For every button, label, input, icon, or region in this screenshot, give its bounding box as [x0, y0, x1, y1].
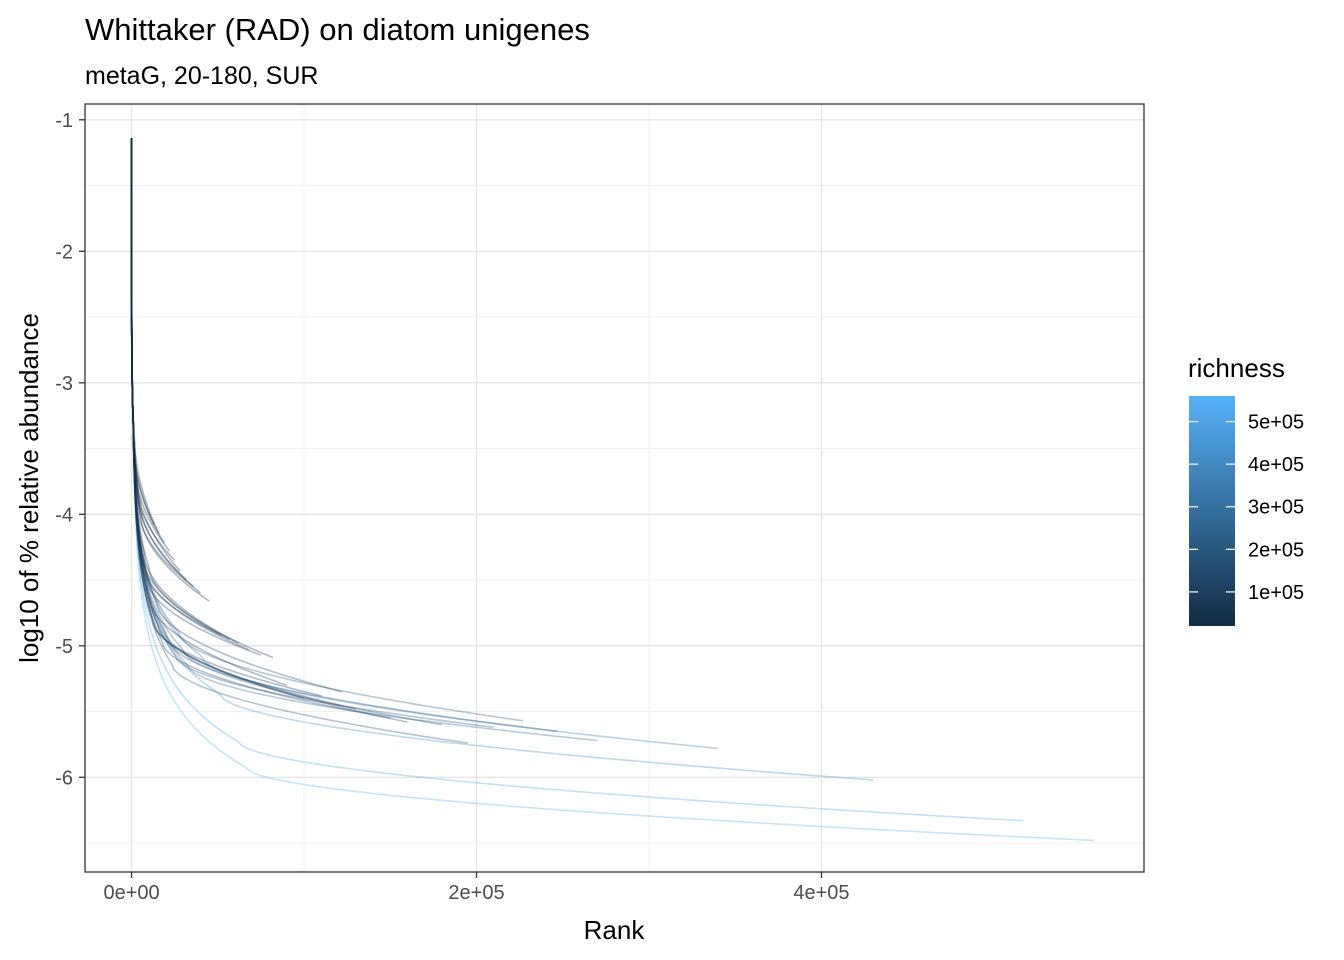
legend-tick-label: 4e+05	[1248, 454, 1304, 476]
axes: 0e+00 2e+05 4e+05 -1 -2 -3 -4 -5 -6	[55, 110, 849, 904]
series-line	[130, 142, 469, 744]
series-line	[130, 139, 343, 693]
series-line	[130, 138, 155, 526]
series-line	[130, 138, 305, 700]
legend-title: richness	[1188, 353, 1285, 383]
y-tick-label: -6	[55, 767, 73, 789]
series-line	[130, 139, 356, 710]
x-tick-label: 4e+05	[793, 882, 849, 904]
plot-panel	[85, 104, 1144, 872]
legend-tick-label: 5e+05	[1248, 412, 1304, 434]
plot-border	[84, 103, 1145, 873]
legend-colorbar	[1189, 396, 1235, 626]
series-line	[130, 138, 239, 644]
series-line	[130, 138, 176, 561]
y-tick-label: -2	[55, 241, 73, 263]
series-line	[130, 138, 250, 651]
series-line	[130, 156, 1024, 822]
series-line	[130, 138, 165, 544]
series-line	[130, 138, 274, 659]
color-legend: richness 1e+05 2e+05 3e+05 4e+05 5e+05	[1188, 353, 1304, 626]
series-line	[130, 146, 598, 742]
x-tick-label: 2e+05	[448, 882, 504, 904]
y-axis-title: log10 of % relative abundance	[14, 313, 44, 663]
series-line	[130, 148, 719, 750]
series-line	[130, 138, 210, 602]
chart-title: Whittaker (RAD) on diatom unigenes	[85, 12, 590, 47]
y-tick-label: -3	[55, 373, 73, 395]
series-line	[130, 159, 1095, 842]
series-line	[130, 152, 874, 781]
series-line	[130, 138, 231, 640]
series-line	[130, 138, 262, 656]
y-tick-label: -4	[55, 504, 73, 526]
legend-tick-label: 2e+05	[1248, 539, 1304, 561]
series-line	[130, 143, 524, 722]
series-line	[130, 138, 171, 552]
series-line	[130, 138, 160, 535]
x-axis-title: Rank	[584, 915, 646, 945]
series-lines	[130, 138, 1095, 842]
series-line	[130, 139, 391, 719]
legend-tick-label: 1e+05	[1248, 582, 1304, 604]
series-line	[130, 138, 195, 588]
series-line	[130, 140, 443, 726]
x-tick-label: 0e+00	[103, 882, 159, 904]
series-line	[130, 138, 181, 572]
series-line	[130, 138, 288, 687]
series-line	[130, 138, 188, 581]
series-line	[130, 138, 322, 697]
chart-subtitle: metaG, 20-180, SUR	[85, 62, 318, 90]
series-line	[130, 138, 202, 594]
y-tick-label: -5	[55, 636, 73, 658]
y-tick-label: -1	[55, 110, 73, 132]
series-line	[130, 140, 408, 723]
series-line	[130, 146, 558, 733]
legend-tick-label: 3e+05	[1248, 497, 1304, 519]
series-line	[130, 142, 494, 729]
grid-lines	[85, 104, 1144, 872]
series-line	[130, 138, 222, 637]
